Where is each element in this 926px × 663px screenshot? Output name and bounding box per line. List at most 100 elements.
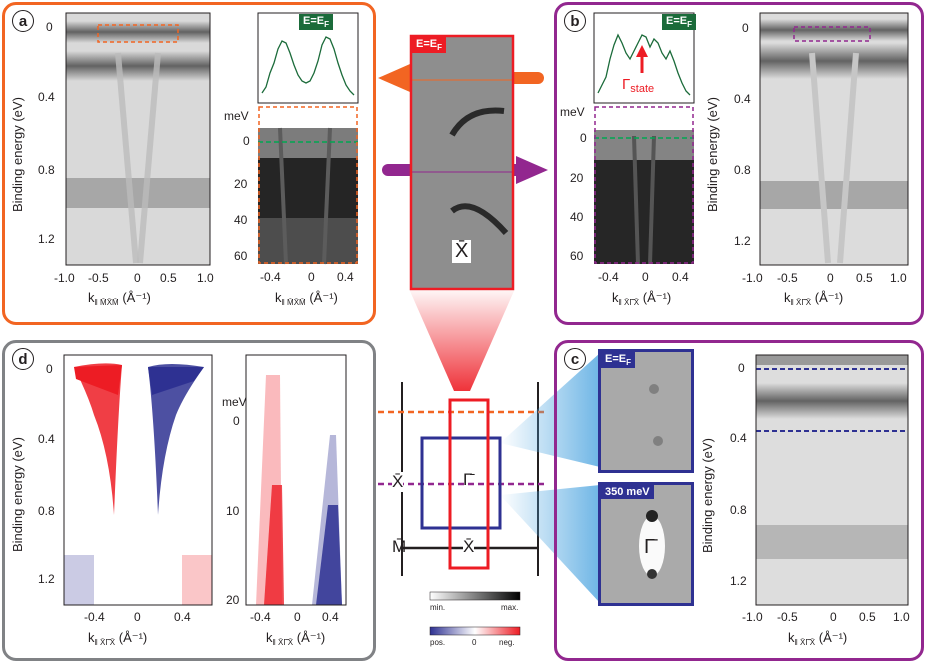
- panel-a-xtick: -0.5: [88, 271, 109, 285]
- panel-d-zoom-xtick: 0: [294, 610, 301, 624]
- panel-a-zoom-ytick: 20: [234, 177, 248, 191]
- panel-a-zoom-xtick: 0: [308, 270, 315, 284]
- panel-b-ytick: 0.4: [734, 92, 751, 106]
- panel-d-ytick: 0: [46, 362, 53, 376]
- legend-color-neg: neg.: [499, 638, 515, 647]
- panel-d-zoom-image: [245, 354, 347, 606]
- panel-d-zoom-xtick: -0.4: [250, 610, 271, 624]
- panel-b-xtick: -0.5: [777, 271, 798, 285]
- legend-color-zero: 0: [472, 638, 477, 647]
- panel-d-letter: d: [12, 348, 34, 370]
- panel-a-zoom-ytick: 0: [243, 134, 250, 148]
- panel-b-zoom-xtick: 0.4: [672, 270, 689, 284]
- panel-b-state-label: Γstate: [622, 76, 655, 95]
- center-red-cone: [410, 291, 514, 391]
- panel-a-frame: [2, 2, 376, 325]
- panel-d-ytick: 0.8: [38, 504, 55, 518]
- panel-b-zoom-xtick: -0.4: [598, 270, 619, 284]
- panel-b-zoom-xlabel: k‖ X̄Γ̄X̄ (Å⁻¹): [612, 290, 672, 307]
- panel-d-zoom-xlabel: k‖ X̄Γ̄X̄ (Å⁻¹): [266, 630, 326, 647]
- bz-diagram: [378, 382, 548, 576]
- panel-c-xtick: -0.5: [777, 610, 798, 624]
- panel-c-ytick: 0: [738, 361, 745, 375]
- panel-c-energy-tag: 350 meV: [601, 485, 654, 499]
- panel-a-xlabel: k‖ M̄X̄M̄ (Å⁻¹): [88, 290, 151, 307]
- panel-a-arpes-image: [65, 12, 211, 266]
- panel-d-ytick: 0.4: [38, 432, 55, 446]
- panel-a-zoom-ytick: 60: [234, 249, 248, 263]
- panel-c-xtick: 1.0: [893, 610, 910, 624]
- panel-a-ytick: 0.8: [38, 163, 55, 177]
- legend-color-pos: pos.: [430, 638, 446, 647]
- panel-b-zoom-ytick: 20: [570, 171, 584, 185]
- legend-color-bar: [429, 626, 521, 636]
- panel-c-ytick: 0.4: [730, 431, 747, 445]
- panel-b-zoom-xtick: 0: [642, 270, 649, 284]
- panel-d-xtick: 0.4: [174, 610, 191, 624]
- bz-label-gamma: Γ̄: [463, 470, 473, 489]
- panel-a-xtick: 1.0: [197, 271, 214, 285]
- panel-a-letter: a: [12, 10, 34, 32]
- bz-label-x-bottom: X̄: [463, 537, 475, 557]
- panel-d-zoom-unit: meV: [222, 395, 247, 409]
- panel-d-ytick: 1.2: [38, 572, 55, 586]
- panel-b-frame: [554, 2, 924, 325]
- panel-d-ylabel: Binding energy (eV): [10, 437, 25, 552]
- panel-a-ytick: 0.4: [38, 90, 55, 104]
- panel-b-zoom-ytick: 0: [580, 131, 587, 145]
- panel-b-ytick: 0.8: [734, 163, 751, 177]
- panel-c-xtick: 0: [830, 610, 837, 624]
- bz-beams: [500, 353, 600, 603]
- panel-a-xtick: -1.0: [54, 271, 75, 285]
- panel-d-xlabel: k‖ X̄Γ̄X̄ (Å⁻¹): [88, 630, 148, 647]
- legend-gray-min: min.: [430, 603, 446, 612]
- panel-b-xtick: -1.0: [742, 271, 763, 285]
- panel-d-zoom-ytick: 10: [226, 504, 240, 518]
- panel-a-zoom-unit: meV: [224, 109, 249, 123]
- panel-a-zoom-image: [258, 106, 358, 265]
- panel-d-xtick: -0.4: [84, 610, 105, 624]
- panel-c-frame: [554, 340, 924, 661]
- center-fermi-tag: E=EF: [412, 37, 446, 53]
- panel-a-ytick: 0: [46, 20, 53, 34]
- panel-c-ytick: 0.8: [730, 503, 747, 517]
- bz-label-m: M̄: [392, 537, 407, 556]
- panel-d-zoom-xtick: 0.4: [322, 610, 339, 624]
- panel-a-xtick: 0: [134, 271, 141, 285]
- panel-b-xtick: 0.5: [856, 271, 873, 285]
- panel-d-xtick: 0: [134, 610, 141, 624]
- panel-b-arpes-image: [759, 12, 909, 266]
- panel-b-ytick: 1.2: [734, 234, 751, 248]
- panel-a-zoom-xlabel: k‖ M̄X̄M̄ (Å⁻¹): [275, 290, 338, 307]
- panel-d-divergence-image: [63, 354, 213, 606]
- panel-c-xtick: 0.5: [859, 610, 876, 624]
- panel-c-arpes-image: [755, 354, 909, 606]
- panel-d-zoom-ytick: 20: [226, 593, 240, 607]
- center-point-label: X̄: [452, 240, 472, 263]
- panel-c-xtick: -1.0: [742, 610, 763, 624]
- panel-a-xtick: 0.5: [160, 271, 177, 285]
- panel-b-ylabel: Binding energy (eV): [705, 97, 720, 212]
- panel-c-ytick: 1.2: [730, 574, 747, 588]
- panel-c-fermi-map: [598, 349, 694, 473]
- panel-d-zoom-ytick: 0: [233, 414, 240, 428]
- panel-a-zoom-xtick: -0.4: [260, 270, 281, 284]
- panel-b-zoom-ytick: 40: [570, 210, 584, 224]
- legend-gray-bar: [429, 591, 521, 601]
- panel-b-letter: b: [564, 10, 586, 32]
- panel-c-fermi-tag: E=EF: [601, 352, 635, 368]
- panel-b-ytick: 0: [742, 21, 749, 35]
- panel-b-mdc-tag: E=EF: [662, 14, 696, 30]
- panel-b-zoom-image: [594, 106, 694, 265]
- panel-b-zoom-unit: meV: [560, 105, 585, 119]
- panel-a-zoom-ytick: 40: [234, 213, 248, 227]
- panel-a-ytick: 1.2: [38, 232, 55, 246]
- legend-gray-max: max.: [501, 603, 519, 612]
- panel-b-zoom-ytick: 60: [570, 249, 584, 263]
- panel-a-zoom-xtick: 0.4: [337, 270, 354, 284]
- bz-label-x-left: X̄: [392, 472, 404, 492]
- panel-d-frame: [2, 340, 376, 661]
- panel-b-xtick: 0: [827, 271, 834, 285]
- panel-b-xtick: 1.0: [890, 271, 907, 285]
- panel-c-ylabel: Binding energy (eV): [700, 438, 715, 553]
